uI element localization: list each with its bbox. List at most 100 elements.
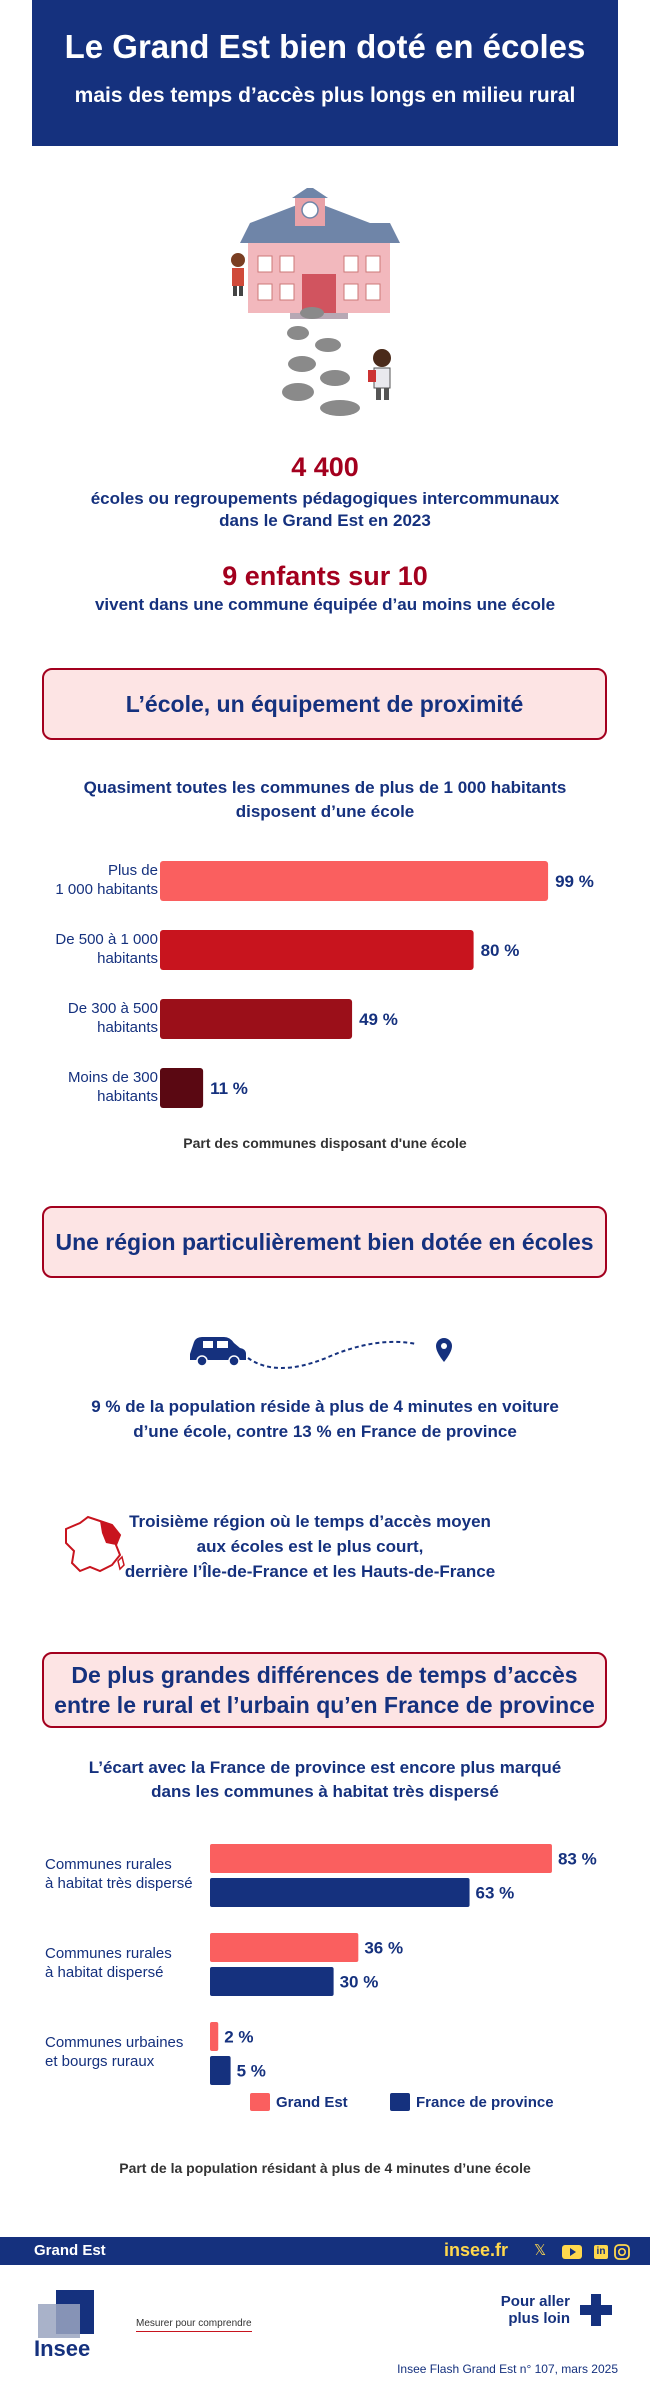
header-banner: Le Grand Est bien doté en écoles mais de… (32, 0, 618, 146)
insee-logo-icon (38, 2290, 94, 2338)
school-door (302, 274, 336, 313)
school-window (257, 283, 273, 301)
category-label: De 500 à 1 000 (55, 931, 158, 948)
clock-icon (301, 201, 319, 219)
category-label: Moins de 300 (68, 1069, 158, 1086)
category-label: habitants (97, 950, 158, 967)
schools-text-2: dans le Grand Est en 2023 (219, 511, 431, 530)
insee-tagline: Mesurer pour comprendre (136, 2318, 252, 2332)
pour-aller-line-1: Pour aller (500, 2293, 570, 2310)
category-label: De 300 à 500 (68, 1000, 158, 1017)
category-label: 1 000 habitants (55, 881, 158, 898)
stepping-stone (320, 370, 350, 386)
bar-value-label: 83 % (558, 1850, 597, 1869)
legend-label: France de province (416, 2094, 554, 2111)
footer-bar: Grand Est insee.fr 𝕏 in (0, 2237, 650, 2265)
category-label: Communes rurales (45, 1856, 172, 1873)
youtube-icon[interactable] (562, 2245, 582, 2259)
section-title-line-1: De plus grandes différences de temps d’a… (71, 1662, 578, 1688)
chart1-caption: Part des communes disposant d'une école (183, 1135, 467, 1151)
school-window (365, 283, 381, 301)
bar-value-label: 11 % (210, 1079, 248, 1098)
section-title-region: Une région particulièrement bien dotée e… (42, 1206, 607, 1278)
stepping-stone (287, 326, 309, 340)
category-label: et bourgs ruraux (45, 2053, 155, 2070)
child-leg (233, 286, 237, 296)
school-window (343, 255, 359, 273)
fact2-block: Troisième région où le temps d’accès moy… (110, 1509, 510, 1584)
section-title-proximite: L’école, un équipement de proximité (42, 668, 607, 740)
car-wheel (228, 1355, 240, 1367)
child-head (373, 349, 391, 367)
instagram-icon[interactable] (614, 2244, 630, 2260)
section-title-differences: De plus grandes différences de temps d’a… (42, 1652, 607, 1728)
stepping-stone (315, 338, 341, 352)
bar-2 (160, 999, 353, 1039)
car-window (217, 1341, 228, 1348)
category-label: à habitat très dispersé (45, 1875, 193, 1892)
pour-aller-line-2: plus loin (508, 2310, 570, 2327)
stepping-stone (320, 400, 360, 416)
bar-1 (160, 930, 474, 970)
legend-label: Grand Est (276, 2094, 348, 2111)
fact2-line-3: derrière l’Île-de-France et les Hauts-de… (124, 1562, 496, 1581)
chart-temps-acces: 83 % 63 % Communes rurales à habitat très d… (45, 1844, 597, 2111)
fact2-line-1: Troisième région où le temps d’accès moy… (129, 1512, 491, 1531)
fact2-line-2: aux écoles est le plus court, (196, 1537, 424, 1556)
footer-region: Grand Est (34, 2242, 106, 2259)
category-label: Communes rurales (45, 1945, 172, 1962)
school-window (279, 283, 295, 301)
insee-site-link[interactable]: insee.fr (444, 2240, 509, 2260)
child-body (232, 268, 244, 286)
chart2-subtitle-1: L’écart avec la France de province est e… (88, 1758, 562, 1777)
page-title: Le Grand Est bien doté en écoles (64, 28, 586, 65)
bar-province-1 (210, 1967, 334, 1996)
child-head (231, 253, 245, 267)
school-illustration (231, 188, 400, 416)
pour-aller-plus-loin-link[interactable]: Pour aller plus loin (470, 2293, 570, 2327)
bar-grand-est-2 (210, 2022, 219, 2051)
fact1-line-2: d’une école, contre 13 % en France de pr… (133, 1422, 517, 1441)
section-title-text: L’école, un équipement de proximité (125, 691, 524, 717)
children-text: vivent dans une commune équipée d’au moi… (94, 595, 556, 614)
bar-value-label: 5 % (237, 2062, 266, 2081)
bar-grand-est-0 (210, 1844, 552, 1873)
chart1-subtitle-1: Quasiment toutes les communes de plus de… (83, 778, 567, 797)
legend-swatch (390, 2093, 410, 2111)
insee-logo-text: Insee (34, 2336, 91, 2361)
plus-icon[interactable] (580, 2294, 612, 2326)
bar-value-label: 36 % (364, 1939, 403, 1958)
location-pin-dot (441, 1343, 447, 1349)
bar-value-label: 80 % (481, 941, 520, 960)
category-label: à habitat dispersé (45, 1964, 163, 1981)
child-backpack (368, 370, 376, 382)
bar-grand-est-1 (210, 1933, 359, 1962)
grand-est-region (100, 1521, 120, 1545)
x-twitter-icon[interactable]: 𝕏 (534, 2242, 547, 2259)
section-title-line-2: entre le rural et l’urbain qu’en France … (54, 1692, 595, 1718)
section-title-text: Une région particulièrement bien dotée e… (55, 1229, 594, 1255)
car-window (203, 1341, 213, 1348)
france-map-icon (65, 1515, 125, 1573)
school-window (343, 283, 359, 301)
bar-value-label: 2 % (224, 2028, 253, 2047)
chart1-subtitle-2: disposent d’une école (235, 802, 415, 821)
category-label: Communes urbaines (45, 2034, 183, 2051)
category-label: habitants (97, 1088, 158, 1105)
children-number: 9 enfants sur 10 (222, 561, 428, 591)
bar-province-2 (210, 2056, 231, 2085)
bar-value-label: 99 % (555, 872, 594, 891)
child-leg (384, 388, 389, 400)
bar-value-label: 30 % (340, 1973, 379, 1992)
publication-reference: Insee Flash Grand Est n° 107, mars 2025 (397, 2362, 618, 2376)
stepping-stone (288, 356, 316, 372)
school-window (257, 255, 273, 273)
child-leg (376, 388, 381, 400)
page-subtitle: mais des temps d’accès plus longs en mil… (74, 84, 576, 107)
linkedin-icon[interactable]: in (594, 2245, 608, 2259)
stepping-stone (282, 383, 314, 401)
fact1-line-1: 9 % de la population réside à plus de 4 … (91, 1397, 559, 1416)
chart2-caption: Part de la population résidant à plus de… (119, 2160, 531, 2176)
car-route-illustration (190, 1337, 452, 1369)
school-window (279, 255, 295, 273)
